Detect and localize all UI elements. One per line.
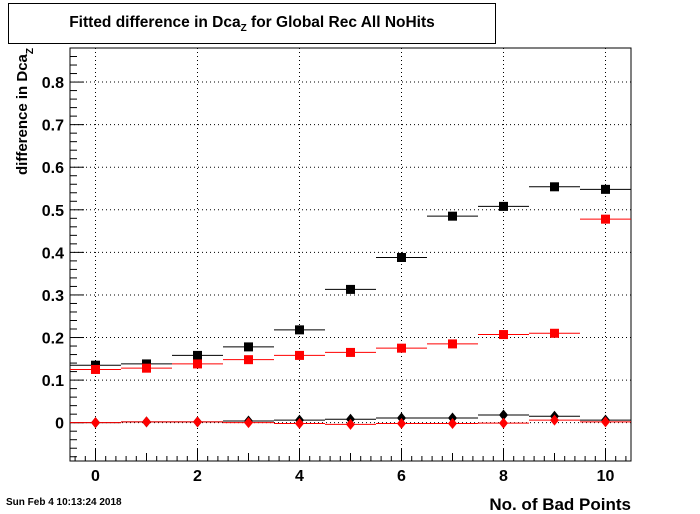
data-point-square <box>193 359 202 369</box>
data-point-diamond <box>601 416 610 428</box>
title-main: Fitted difference in Dca <box>69 14 241 31</box>
data-point-square <box>499 330 508 340</box>
y-axis-label-main: difference in Dca <box>14 53 31 175</box>
data-point-square <box>142 363 151 373</box>
y-axis-label-sub: Z <box>25 48 36 54</box>
y-tick-label: 0.6 <box>42 160 64 177</box>
title-box: Fitted difference in DcaZ for Global Rec… <box>8 3 496 44</box>
data-point-diamond <box>193 416 202 428</box>
data-point-diamond <box>397 418 406 430</box>
data-point-diamond <box>448 412 457 424</box>
chart-title: Fitted difference in DcaZ for Global Rec… <box>9 14 495 34</box>
data-point-diamond <box>142 416 151 428</box>
data-point-square <box>550 328 559 338</box>
axis-ticks: 0 2 4 6 8 10 0 0.1 0.2 0.3 0.4 0.5 0.6 0.7 0.8 <box>42 47 627 485</box>
data-point-diamond <box>346 418 355 430</box>
data-point-square <box>295 325 304 335</box>
title-rest: for Global Rec All NoHits <box>246 14 435 31</box>
y-tick-label: 0.4 <box>42 245 64 262</box>
data-point-square <box>244 342 253 352</box>
x-tick-label: 0 <box>91 468 100 485</box>
data-point-square <box>346 284 355 294</box>
data-point-diamond <box>499 409 508 421</box>
data-point-square <box>91 364 100 374</box>
y-tick-label: 0.3 <box>42 288 64 305</box>
x-tick-label: 8 <box>499 468 508 485</box>
x-tick-label: 2 <box>193 468 202 485</box>
grid-lines <box>70 48 631 461</box>
data-point-square <box>601 214 610 224</box>
y-tick-label: 0.1 <box>42 373 64 390</box>
plot-frame <box>69 47 632 462</box>
x-tick-label: 10 <box>597 468 615 485</box>
title-subscript: Z <box>240 23 247 35</box>
data-point-square <box>601 184 610 194</box>
data-point-square <box>295 350 304 360</box>
y-tick-label: 0.5 <box>42 203 64 220</box>
data-point-square <box>244 355 253 365</box>
data-point-square <box>448 339 457 349</box>
data-point-diamond <box>397 412 406 424</box>
y-tick-label: 0 <box>55 416 64 433</box>
timestamp-footer: Sun Feb 4 10:13:24 2018 <box>6 497 122 508</box>
x-tick-label: 4 <box>295 468 304 485</box>
data-point-diamond <box>295 418 304 430</box>
x-axis-label: No. of Bad Points <box>489 495 631 514</box>
y-tick-label: 0.7 <box>42 118 64 135</box>
data-points <box>70 182 631 430</box>
data-point-diamond <box>448 418 457 430</box>
y-axis-label: difference in DcaZ <box>14 48 36 175</box>
y-tick-label: 0.8 <box>42 75 64 92</box>
data-point-square <box>346 347 355 357</box>
data-point-square <box>550 182 559 192</box>
data-point-diamond <box>550 414 559 426</box>
data-point-diamond <box>91 417 100 429</box>
data-point-diamond <box>244 417 253 429</box>
data-point-square <box>193 350 202 360</box>
data-point-square <box>499 201 508 211</box>
x-tick-label: 6 <box>397 468 406 485</box>
data-point-square <box>397 343 406 353</box>
data-point-square <box>448 211 457 221</box>
data-point-diamond <box>499 417 508 429</box>
data-point-square <box>397 252 406 262</box>
y-tick-label: 0.2 <box>42 331 64 348</box>
